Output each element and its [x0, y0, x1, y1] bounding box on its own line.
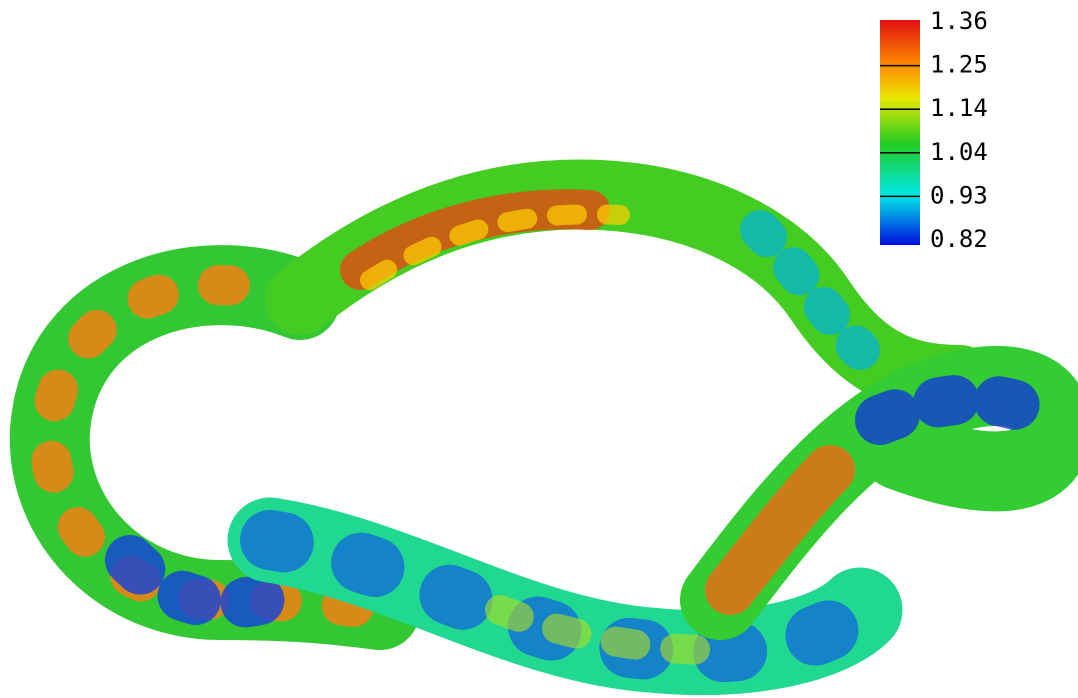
colorbar-label: 0.93 [930, 181, 988, 209]
visualization: 1.36 1.25 1.14 1.04 0.93 0.82 [0, 0, 1078, 698]
colorbar: 1.36 1.25 1.14 1.04 0.93 0.82 [880, 7, 988, 253]
colorbar-label: 1.14 [930, 94, 988, 122]
colorbar-label: 1.36 [930, 7, 988, 35]
knot-surface [50, 194, 1052, 652]
colorbar-gradient [880, 20, 920, 245]
colorbar-label: 1.04 [930, 138, 988, 166]
colorbar-label: 1.25 [930, 51, 988, 79]
colorbar-label: 0.82 [930, 225, 988, 253]
